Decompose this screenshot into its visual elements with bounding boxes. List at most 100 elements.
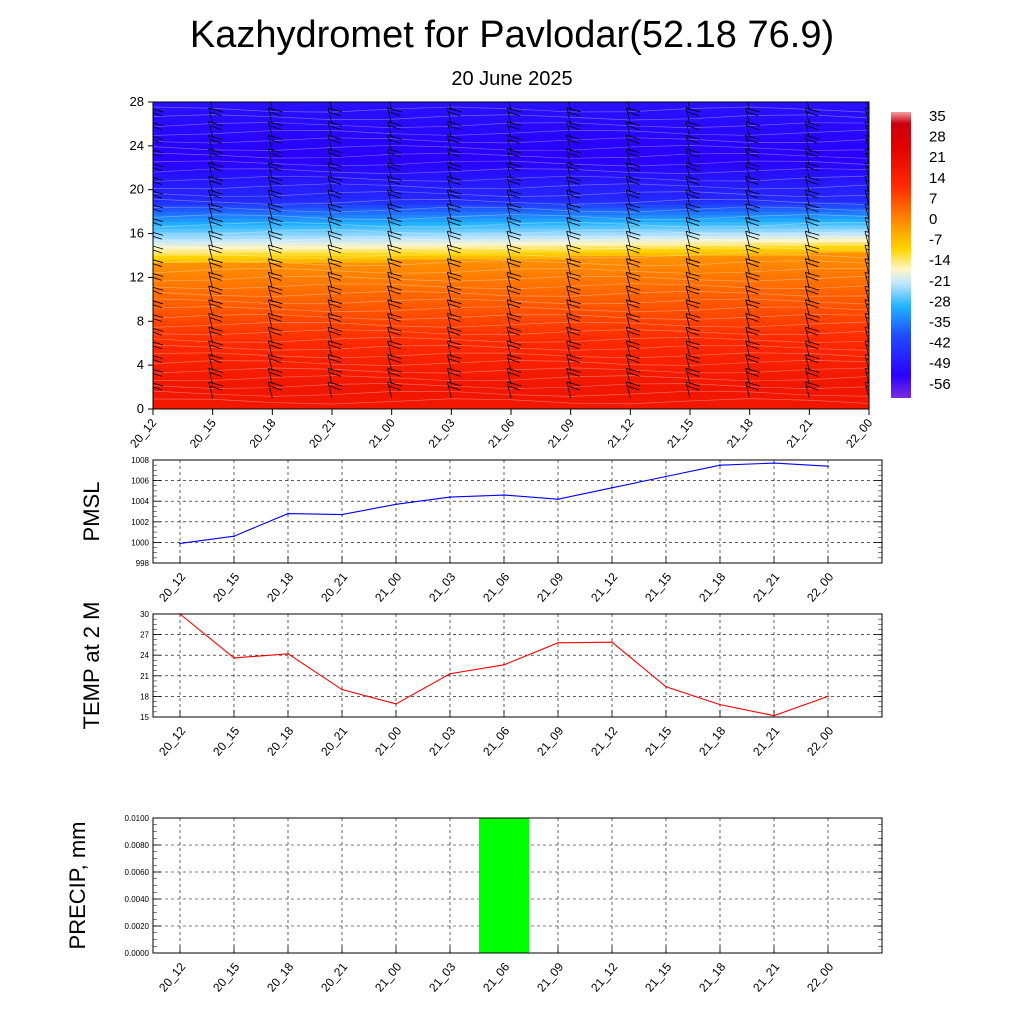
wind-barb-shaft: [267, 327, 273, 344]
temperature-cell: [272, 296, 333, 301]
wind-barb-flag: [745, 176, 760, 181]
wind-barb-flag: [388, 276, 401, 281]
page-title: Kazhydromet for Pavlodar(52.18 76.9): [189, 14, 835, 56]
temperature-cell: [272, 228, 333, 233]
temperature-cell: [153, 357, 214, 362]
temperature-cell: [451, 255, 512, 260]
temperature-cell: [451, 119, 512, 124]
wind-barb-shaft: [566, 327, 572, 344]
temperature-cell: [570, 194, 631, 199]
temperature-cell: [391, 207, 452, 212]
temperature-cell: [212, 333, 273, 338]
temperature-cell: [749, 224, 810, 229]
temperature-cell: [212, 269, 273, 274]
temperature-cell: [570, 115, 631, 120]
temperature-cell: [570, 262, 631, 267]
temperature-cell: [690, 112, 751, 117]
temperature-cell: [630, 136, 691, 141]
temperature-cell: [511, 142, 572, 147]
temperature-cell: [212, 190, 273, 195]
wind-barb-flag: [746, 193, 759, 199]
temperature-cell: [690, 190, 751, 195]
wind-barb-flag: [865, 166, 869, 169]
temperature-cell: [511, 129, 572, 134]
temperature-cell: [272, 214, 333, 219]
wind-barb-flag: [447, 176, 462, 181]
temperature-cell: [630, 354, 691, 359]
wind-barb-flag: [208, 230, 223, 236]
wind-barb-flag: [209, 330, 222, 336]
wind-barb-shaft: [745, 368, 751, 385]
temperature-cell: [570, 187, 631, 192]
data-point: [719, 703, 721, 706]
wind-barb-shaft: [267, 217, 273, 234]
wind-barb-flag: [387, 299, 402, 305]
temperature-cell: [212, 248, 273, 253]
wind-barb-shaft: [506, 299, 512, 316]
temperature-cell: [451, 398, 512, 403]
wind-barb-flag: [388, 138, 401, 144]
wind-barb-shaft: [566, 299, 572, 316]
wind-barb-flag: [566, 258, 581, 264]
wind-barb-shaft: [685, 272, 691, 289]
wind-barb-flag: [686, 330, 700, 336]
wind-barb-shaft: [327, 217, 333, 234]
temperature-cell: [749, 296, 810, 301]
wind-barb-flag: [566, 217, 581, 222]
temperature-cell: [511, 282, 572, 287]
temperature-cell: [511, 197, 572, 202]
y-tick-label: 1008: [131, 456, 149, 465]
temperature-cell: [212, 265, 273, 270]
temperature-cell: [749, 265, 810, 270]
wind-barb-flag: [387, 285, 402, 291]
temperature-cell: [272, 183, 333, 188]
wind-barb-shaft: [506, 354, 512, 371]
temperature-cell: [630, 248, 691, 253]
temperature-cell: [272, 265, 333, 270]
wind-barb-flag: [448, 221, 461, 226]
temperature-cell: [511, 163, 572, 168]
wind-barb-shaft: [625, 327, 631, 344]
temperature-cell: [630, 320, 691, 325]
y-tick-label: 0.0020: [125, 922, 150, 931]
temperature-cell: [570, 333, 631, 338]
wind-barb-flag: [153, 369, 164, 373]
temperature-cell: [749, 163, 810, 168]
x-tick-label: 21_15: [642, 960, 674, 995]
wind-barb-flag: [806, 289, 819, 295]
temperature-cell: [391, 385, 452, 390]
temperature-cell: [809, 228, 869, 233]
temperature-cell: [511, 200, 572, 205]
wind-barb-flag: [627, 317, 640, 322]
temperature-cell: [451, 286, 512, 291]
temperature-cell: [809, 173, 869, 178]
wind-barb-flag: [746, 303, 759, 309]
wind-barb-shaft: [267, 368, 273, 385]
wind-barb-flag: [153, 112, 163, 117]
wind-barb-flag: [746, 166, 759, 172]
temperature-cell: [749, 217, 810, 222]
wind-barb-flag: [447, 285, 462, 291]
colorbar-label: 14: [929, 170, 946, 187]
temperature-cell: [570, 183, 631, 188]
temperature-cell: [272, 252, 333, 257]
temperature-cell: [690, 327, 751, 332]
wind-barb-flag: [387, 354, 402, 360]
wind-barb-flag: [327, 313, 343, 318]
temperature-cell: [809, 224, 869, 229]
temperature-cell: [749, 388, 810, 393]
wind-barb-flag: [685, 381, 701, 387]
temperature-cell: [570, 385, 631, 390]
temperature-cell: [153, 146, 214, 151]
temperature-cell: [153, 187, 214, 192]
temperature-cell: [690, 289, 751, 294]
wind-barb-flag: [506, 189, 522, 195]
wind-barb-flag: [153, 218, 164, 222]
temperature-cell: [570, 200, 631, 205]
temperature-cell: [153, 282, 214, 287]
wind-barb-flag: [566, 313, 581, 318]
colorbar-label: -56: [929, 376, 951, 393]
wind-barb-flag: [269, 262, 282, 268]
wind-barb-shaft: [506, 327, 512, 344]
temperature-cell: [570, 364, 631, 369]
